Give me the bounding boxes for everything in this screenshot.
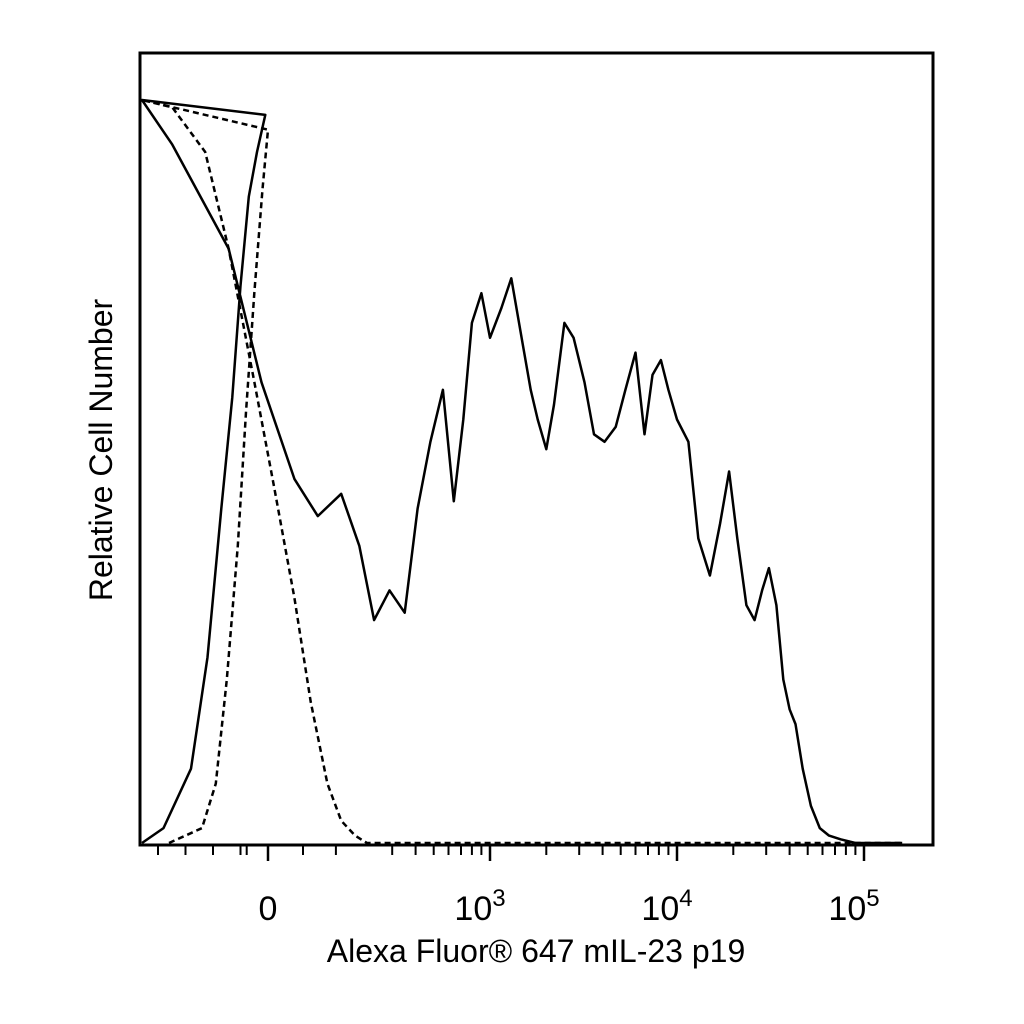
x-tick-label: 105 [828,885,879,928]
x-axis-title: Alexa Fluor® 647 mIL-23 p19 [327,933,745,969]
series-layer [140,98,903,845]
x-tick-label: 103 [454,885,505,928]
x-axis-tick-labels: 0 103 104 105 [259,885,880,928]
y-axis-title: Relative Cell Number [83,298,119,601]
x-tick-label: 0 [259,890,278,928]
x-tick-label: 104 [641,885,692,928]
x-axis-major-ticks [266,845,866,861]
x-axis-minor-ticks [157,845,857,855]
series-line-solid [140,98,903,845]
series-line-dashed [140,98,903,845]
plot-frame [138,51,935,847]
